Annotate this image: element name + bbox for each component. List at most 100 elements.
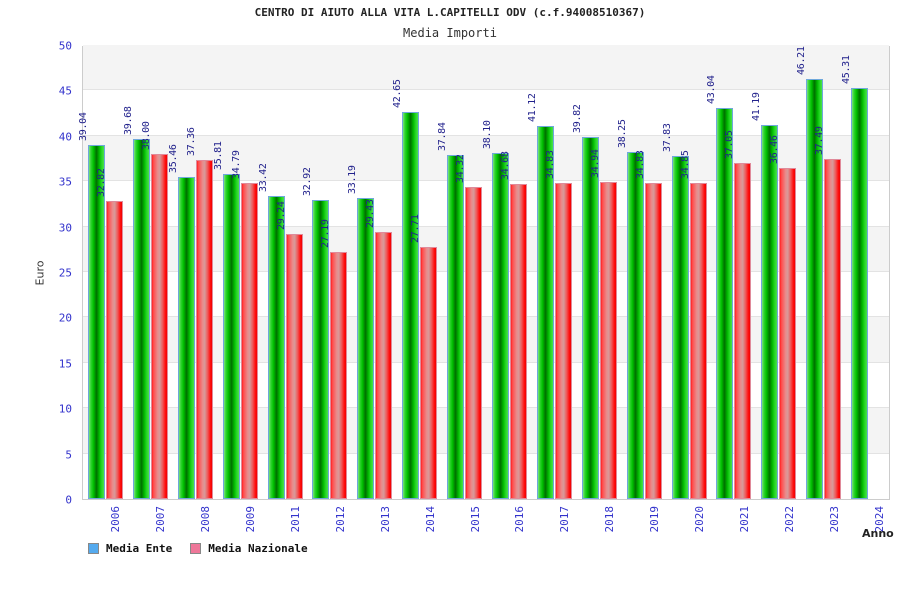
background-band [83, 317, 889, 363]
bar-media-ente[interactable] [491, 153, 509, 499]
y-axis-tick: 20 [58, 311, 72, 325]
bar-media-ente[interactable] [222, 173, 240, 499]
chart-subtitle: Media Importi [403, 26, 497, 40]
bar-value-label: 37.05 [724, 129, 736, 159]
bar-media-ente[interactable] [312, 200, 330, 499]
bar-value-label: 34.83 [634, 150, 646, 179]
bar-media-nazionale[interactable] [105, 201, 123, 499]
bar-media-nazionale[interactable] [509, 184, 527, 499]
x-axis-tick: 2014 [423, 506, 437, 533]
bar-value-label: 45.31 [841, 54, 853, 84]
bar-value-label: 37.36 [185, 127, 197, 156]
legend-item[interactable]: Media Nazionale [190, 542, 308, 555]
bar-value-label: 39.68 [122, 106, 134, 135]
bar-group: 39.04 32.82 [78, 47, 123, 499]
bar-media-ente[interactable] [402, 111, 420, 499]
gridline [83, 89, 889, 91]
bar-group: 41.12 34.83 [527, 47, 572, 499]
gridline [83, 316, 889, 318]
gridline [83, 225, 889, 227]
bar-media-ente[interactable] [357, 197, 375, 499]
bar-group: 38.25 34.83 [617, 47, 662, 499]
bar-media-ente[interactable] [851, 87, 869, 499]
bar-media-nazionale[interactable] [599, 181, 617, 499]
bar-media-nazionale[interactable] [150, 153, 168, 499]
bar-media-ente[interactable] [447, 155, 465, 499]
bar-value-label: 29.24 [275, 200, 287, 230]
bar-group: 43.04 37.05 [706, 47, 752, 499]
bar-value-label: 32.82 [95, 168, 107, 197]
x-axis-tick: 2013 [378, 506, 392, 533]
background-band [83, 135, 889, 182]
bar-group: 42.65 27.71 [392, 47, 438, 499]
bar-media-nazionale[interactable] [644, 182, 662, 499]
bar-value-label: 42.65 [392, 79, 404, 108]
legend-item[interactable]: Media Ente [88, 542, 172, 555]
y-axis-tick: 45 [58, 84, 72, 98]
bar-value-label: 34.94 [589, 149, 601, 178]
y-axis-tick: 35 [58, 175, 72, 189]
y-axis-label: Euro [33, 260, 47, 286]
bar-media-nazionale[interactable] [240, 183, 258, 499]
bar-media-ente[interactable] [267, 195, 285, 499]
bar-value-label: 39.82 [571, 104, 583, 134]
bar-group: 35.81 34.79 [213, 47, 258, 499]
bar-value-label: 34.83 [544, 150, 556, 179]
bar-group: 35.46 37.36 [168, 47, 213, 499]
bar-value-label: 37.83 [661, 122, 673, 152]
bar-media-nazionale[interactable] [375, 231, 393, 499]
gridline [83, 452, 889, 454]
bar-value-label: 37.84 [437, 122, 449, 152]
bar-media-nazionale[interactable] [195, 159, 213, 499]
gridline [83, 407, 889, 409]
x-axis-tick: 2007 [154, 506, 168, 533]
y-axis-tick: 30 [58, 221, 72, 235]
bar-value-label: 38.25 [616, 119, 628, 148]
bar-media-nazionale[interactable] [285, 233, 303, 499]
bar-media-nazionale[interactable] [779, 167, 797, 499]
bar-media-ente[interactable] [177, 177, 195, 499]
y-axis-tick: 5 [65, 448, 72, 462]
background-band [83, 226, 889, 272]
bar-media-ente[interactable] [132, 138, 150, 499]
bar-group: 45.31 [841, 47, 886, 499]
bar-media-ente[interactable] [716, 108, 734, 499]
bar-media-ente[interactable] [761, 125, 779, 499]
chart-legend: Media Ente Media Nazionale [88, 542, 308, 555]
x-axis-tick: 2006 [109, 506, 123, 533]
x-axis-tick: 2018 [603, 506, 617, 533]
bar-value-label: 27.71 [410, 214, 422, 244]
x-axis-tick: 2012 [333, 506, 347, 533]
bar-media-nazionale[interactable] [689, 182, 707, 499]
bar-media-nazionale[interactable] [465, 187, 483, 499]
x-axis-tick: 2020 [693, 506, 706, 533]
background-band [83, 408, 889, 454]
bar-media-nazionale[interactable] [734, 162, 752, 499]
bar-group: 33.42 29.24 [258, 47, 303, 499]
bar-group: 37.83 34.85 [662, 47, 707, 499]
bar-media-ente[interactable] [87, 144, 105, 499]
bar-media-ente[interactable] [536, 125, 554, 499]
legend-label: Media Ente [106, 542, 173, 555]
bar-value-label: 37.49 [814, 125, 826, 155]
gridline [83, 134, 889, 136]
bar-media-nazionale[interactable] [420, 247, 438, 499]
gridline [83, 361, 889, 363]
bar-value-label: 33.19 [347, 165, 359, 194]
bar-media-ente[interactable] [671, 155, 689, 499]
plot-area: 39.04 32.82 39.68 38.00 35.46 37.36 35.81 34.79… [78, 45, 890, 500]
y-axis-tick: 10 [58, 402, 72, 416]
bar-value-label: 43.04 [706, 75, 718, 105]
bar-media-nazionale[interactable] [824, 158, 842, 499]
bar-media-ente[interactable] [806, 79, 824, 499]
bar-group: 32.92 27.19 [302, 47, 348, 499]
bar-media-nazionale[interactable] [554, 182, 572, 499]
bar-value-label: 33.42 [257, 162, 269, 192]
bar-value-label: 34.32 [455, 154, 467, 184]
bar-media-ente[interactable] [581, 137, 599, 499]
x-axis-tick: 2011 [289, 506, 302, 533]
bar-value-label: 41.19 [751, 92, 763, 121]
bar-media-ente[interactable] [626, 151, 644, 499]
bar-media-nazionale[interactable] [330, 252, 348, 499]
